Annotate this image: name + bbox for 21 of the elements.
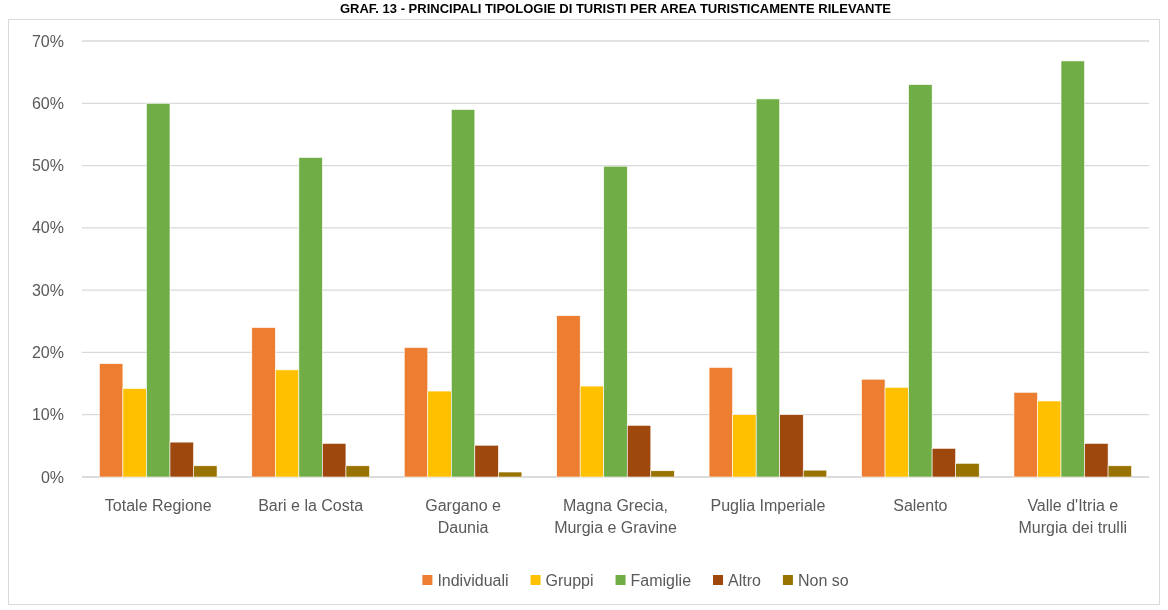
legend-label: Individuali [437, 571, 509, 589]
legend-label: Gruppi [545, 571, 594, 589]
legend-label: Famiglie [630, 571, 692, 589]
y-tick-label: 40% [31, 219, 64, 237]
legend-label: Altro [728, 571, 762, 589]
y-tick-label: 60% [31, 94, 64, 112]
x-tick-label: Magna Grecia, Murgia e Gravine [554, 497, 677, 536]
y-tick-label: 30% [31, 281, 64, 299]
x-tick-label: Salento [893, 497, 948, 514]
x-tick-label: Totale Regione [104, 497, 212, 514]
x-tick-label: Bari e la Costa [258, 497, 364, 514]
y-tick-label: 50% [31, 157, 64, 175]
y-tick-label: 0% [40, 468, 64, 486]
y-tick-label: 20% [31, 343, 64, 361]
y-tick-label: 10% [31, 406, 64, 424]
x-tick-label: Valle d'Itria e Murgia dei trulli [1018, 497, 1128, 536]
x-tick-label: Gargano e Daunia [425, 497, 501, 536]
y-tick-label: 70% [31, 32, 64, 50]
legend-label: Non so [797, 571, 849, 589]
x-tick-label: Puglia Imperiale [710, 497, 826, 514]
chart-title: GRAF. 13 - PRINCIPALI TIPOLOGIE DI TURISTI PER AREA TURISTICAMENTE RILEVANTE [339, 1, 892, 16]
